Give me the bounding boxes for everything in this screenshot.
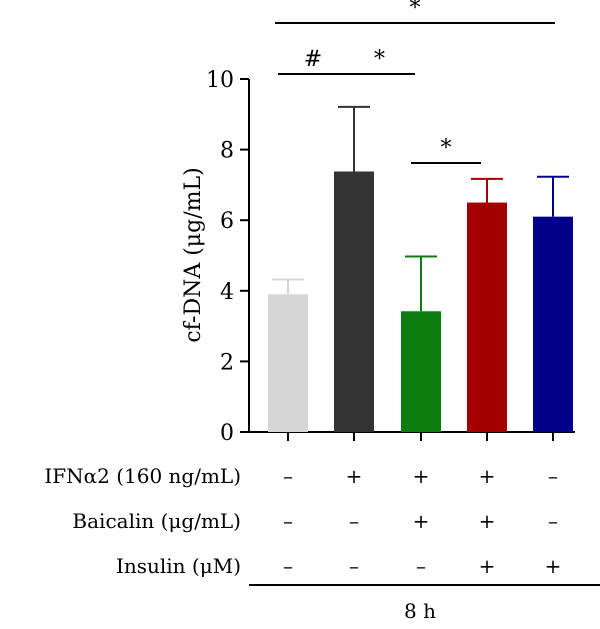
- condition-mark: +: [479, 464, 496, 488]
- bar: [533, 216, 573, 432]
- condition-mark: –: [349, 509, 359, 533]
- condition-label: Insulin (μM): [116, 554, 241, 578]
- bar: [334, 171, 374, 432]
- condition-mark: –: [349, 554, 359, 578]
- condition-label: IFNα2 (160 ng/mL): [44, 464, 241, 488]
- condition-mark: +: [479, 509, 496, 533]
- significance-symbol: *: [441, 136, 452, 161]
- bars: [268, 105, 573, 432]
- condition-label: Baicalin (μg/mL): [72, 509, 241, 533]
- y-tick-label: 10: [206, 68, 234, 93]
- condition-table: IFNα2 (160 ng/mL) – + + + – Baicalin (μg/mL) – –…: [44, 464, 600, 623]
- bar: [401, 311, 441, 432]
- condition-mark: +: [545, 554, 562, 578]
- condition-mark: –: [416, 554, 426, 578]
- bar: [467, 202, 507, 432]
- y-tick-label: 4: [220, 280, 234, 305]
- condition-mark: +: [479, 554, 496, 578]
- y-axis-label: cf-DNA (μg/mL): [181, 167, 206, 342]
- y-tick-label: 2: [220, 350, 234, 375]
- y-tick-label: 0: [220, 421, 234, 446]
- condition-mark: –: [283, 509, 293, 533]
- condition-mark: +: [346, 464, 363, 488]
- condition-mark: –: [548, 464, 558, 488]
- condition-mark: –: [283, 464, 293, 488]
- significance-symbol: #: [304, 47, 322, 72]
- condition-mark: –: [283, 554, 293, 578]
- bar: [268, 294, 308, 432]
- group-label: 8 h: [404, 599, 436, 623]
- condition-mark: –: [548, 509, 558, 533]
- condition-mark: +: [413, 464, 430, 488]
- significance-symbol: *: [374, 47, 385, 72]
- y-axis: 0 2 4 6 8 10: [206, 68, 575, 446]
- y-tick-label: 8: [220, 139, 234, 164]
- significance-symbol: *: [410, 0, 421, 21]
- y-tick-label: 6: [220, 209, 234, 234]
- significance-brackets: # * * *: [275, 0, 555, 164]
- condition-mark: +: [413, 509, 430, 533]
